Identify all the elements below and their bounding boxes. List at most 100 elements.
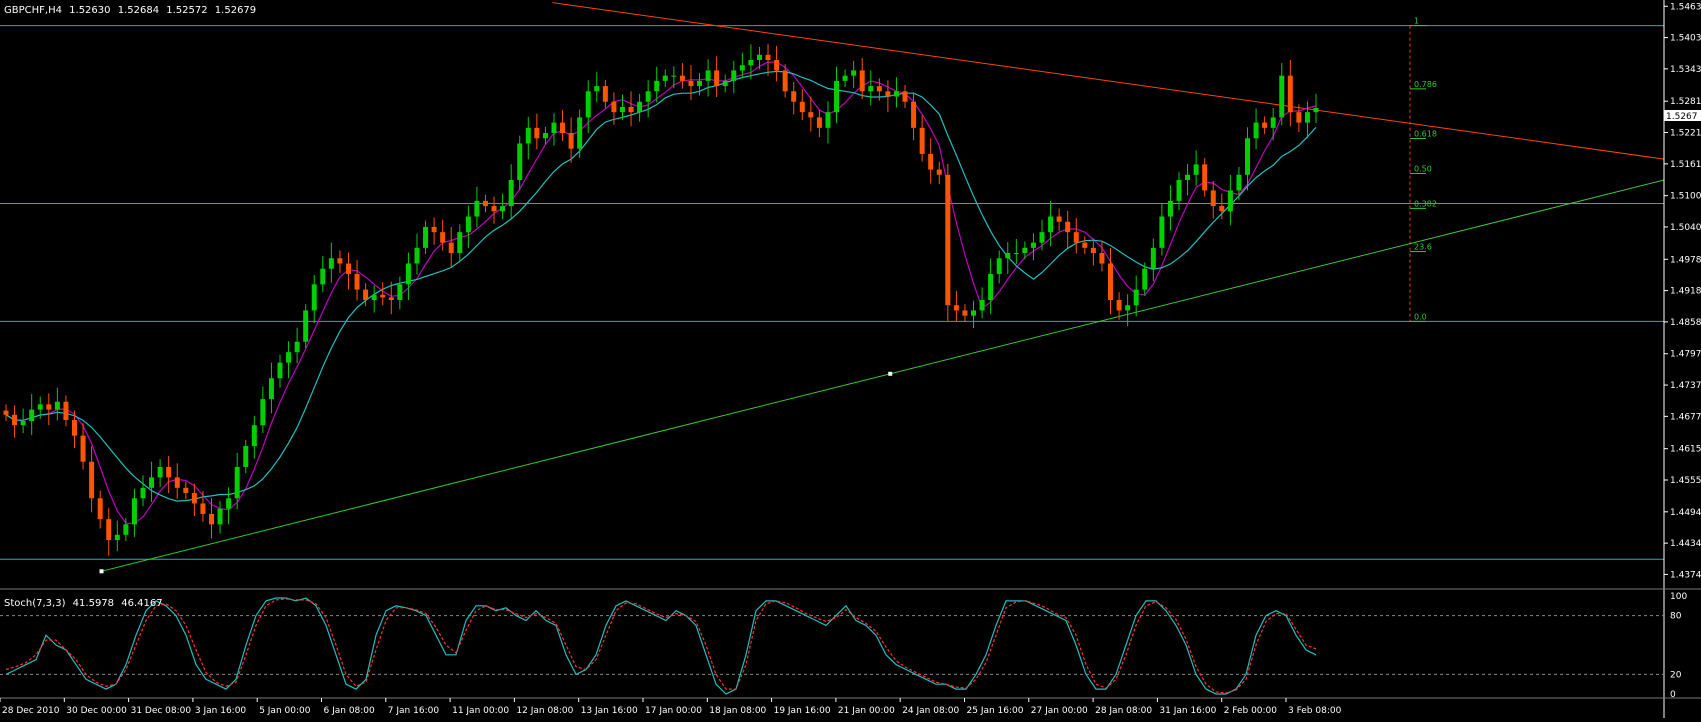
time-tick-label: 24 Jan 08:00	[902, 706, 959, 716]
fibonacci-retracement[interactable]: 1 0.786 0.618 0.50 0.382 23.6 0.0	[1409, 17, 1437, 322]
bull-candle	[654, 80, 660, 92]
trendlines[interactable]	[99, 2, 1665, 574]
moving-averages	[5, 61, 1317, 524]
bull-candle	[243, 446, 249, 467]
bull-candle	[457, 232, 463, 254]
bear-candle	[902, 91, 908, 102]
time-tick-label: 30 Dec 00:00	[66, 706, 127, 716]
bear-candle	[380, 294, 386, 298]
horizontal-lines	[0, 25, 1664, 560]
bull-candle	[1048, 216, 1054, 233]
bear-candle	[859, 70, 865, 92]
trendline-support[interactable]	[101, 179, 1665, 572]
current-price-tag: 1.5267	[1664, 110, 1701, 122]
bull-candle	[662, 75, 668, 81]
price-tick-label: 1.4918	[1670, 287, 1701, 297]
price-tick-label: 1.4737	[1670, 381, 1701, 391]
stoch-tick-label: 20	[1670, 670, 1682, 680]
bull-candle	[1245, 138, 1251, 175]
stoch-signal-line	[5, 598, 1317, 694]
bull-candle	[834, 80, 840, 113]
price-tick-label: 1.4978	[1670, 255, 1701, 265]
stoch-tick-label: 100	[1670, 592, 1687, 602]
ohlc-high: 1.52684	[118, 5, 159, 16]
bear-candle	[491, 206, 497, 212]
bull-candle	[1039, 232, 1045, 243]
price-tick-label: 1.4494	[1670, 508, 1701, 518]
bull-candle	[1159, 216, 1165, 248]
time-axis[interactable]: 28 Dec 2010 30 Dec 00:00 31 Dec 08:00 3 Jan…	[0, 698, 1342, 716]
bull-candle	[1279, 75, 1285, 118]
fib-level-label: 1	[1414, 17, 1419, 26]
time-tick-label: 25 Jan 16:00	[967, 706, 1024, 716]
time-tick-label: 19 Jan 16:00	[774, 706, 831, 716]
bear-candle	[936, 169, 942, 175]
bear-candle	[431, 226, 437, 233]
bull-candle	[1270, 117, 1276, 128]
bull-candle	[705, 70, 711, 81]
bull-candle	[868, 86, 874, 92]
bear-candle	[1219, 206, 1225, 212]
bull-candle	[140, 487, 146, 499]
price-tick-label: 1.5403	[1670, 34, 1701, 44]
symbol-header: GBPCHF,H4 1.52630 1.52684 1.52572 1.5267…	[4, 5, 256, 16]
bull-candle	[217, 508, 223, 525]
price-tick-label: 1.4374	[1670, 570, 1701, 580]
ohlc-close: 1.52679	[215, 5, 256, 16]
trendline-anchor[interactable]	[99, 569, 104, 574]
bull-candle	[842, 75, 848, 81]
price-tick-label: 1.4677	[1670, 412, 1701, 422]
bull-candle	[1125, 305, 1131, 311]
bull-candle	[979, 300, 985, 311]
bull-candle	[577, 117, 583, 149]
stochastic-subwindow[interactable]	[0, 588, 1701, 699]
bull-candle	[226, 498, 232, 509]
trendline-anchor[interactable]	[888, 371, 893, 376]
candlesticks	[3, 43, 1319, 556]
fib-level-label: 0.0	[1414, 312, 1427, 321]
bear-candle	[885, 91, 891, 97]
price-tick-label: 1.5100	[1670, 192, 1701, 202]
time-tick-label: 31 Dec 08:00	[131, 706, 192, 716]
bear-candle	[679, 75, 685, 81]
bear-candle	[1210, 190, 1216, 207]
bear-candle	[388, 297, 394, 300]
price-tick-label: 1.5221	[1670, 129, 1701, 139]
bear-candle	[928, 153, 934, 170]
price-tick-label: 1.5463	[1670, 2, 1701, 12]
bear-candle	[1296, 112, 1302, 123]
bull-candle	[328, 258, 334, 269]
bull-candle	[157, 466, 163, 478]
bull-candle	[405, 263, 411, 285]
bear-candle	[799, 101, 805, 113]
bull-candle	[397, 284, 403, 300]
bull-candle	[722, 80, 728, 87]
bull-candle	[303, 310, 309, 342]
bull-candle	[1013, 253, 1019, 255]
bear-candle	[1082, 242, 1088, 248]
bear-candle	[1090, 247, 1096, 254]
bull-candle	[1005, 253, 1011, 259]
trendline-resistance[interactable]	[552, 2, 1665, 160]
bull-candle	[1253, 122, 1259, 139]
bull-candle	[277, 362, 283, 379]
time-tick-label: 2 Feb 00:00	[1224, 706, 1278, 716]
bear-candle	[63, 401, 69, 420]
time-tick-label: 31 Jan 16:00	[1159, 706, 1216, 716]
price-axis[interactable]: 1.5463 1.5403 1.5343 1.5281 1.5221 1.5161 1.51…	[1663, 0, 1701, 718]
time-tick-label: 11 Jan 00:00	[452, 706, 509, 716]
bear-candle	[208, 513, 214, 525]
bear-candle	[3, 410, 9, 415]
bear-candle	[602, 86, 608, 102]
bull-candle	[739, 65, 745, 71]
bull-candle	[20, 421, 26, 426]
stochastic-axis: 100 80 20 0	[1670, 592, 1687, 700]
bear-candle	[174, 477, 180, 488]
bear-candle	[808, 112, 814, 118]
bull-candle	[123, 524, 129, 535]
bull-candle	[893, 91, 899, 97]
time-tick-label: 27 Jan 00:00	[1031, 706, 1088, 716]
